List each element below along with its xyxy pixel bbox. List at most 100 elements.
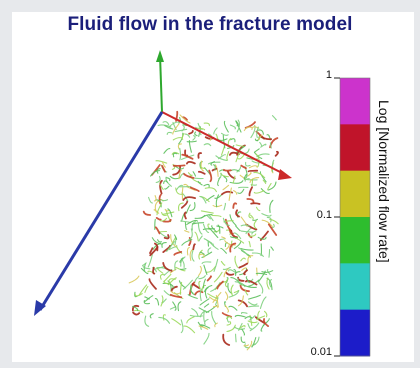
fracture-segment xyxy=(211,225,218,233)
fracture-segment xyxy=(211,310,217,325)
fracture-segment xyxy=(177,143,182,150)
fracture-segment xyxy=(182,279,193,290)
fracture-segment xyxy=(213,271,223,283)
fracture-segment xyxy=(217,154,226,160)
fracture-segment xyxy=(156,168,161,174)
fracture-segment xyxy=(162,262,173,272)
fracture-segment xyxy=(243,284,257,289)
fracture-segment xyxy=(245,227,253,235)
fracture-segment xyxy=(252,336,260,347)
fracture-segment xyxy=(244,343,250,349)
fracture-segment xyxy=(215,194,220,208)
fracture-segment xyxy=(249,322,260,332)
fracture-segment xyxy=(245,279,258,286)
fracture-segment xyxy=(185,204,191,214)
fracture-segment xyxy=(249,315,256,321)
fracture-segment xyxy=(224,304,229,313)
fracture-segment xyxy=(183,325,196,334)
fracture-segment xyxy=(248,279,260,287)
fracture-segment xyxy=(248,305,260,308)
fracture-segment xyxy=(240,257,246,262)
fracture-segment xyxy=(154,298,160,306)
fracture-segment xyxy=(170,290,182,295)
fracture-segment xyxy=(207,161,221,165)
fracture-segment xyxy=(198,307,210,313)
fracture-segment xyxy=(236,119,241,133)
fracture-segment xyxy=(172,165,182,176)
fracture-segment xyxy=(257,129,264,135)
fracture-segment xyxy=(155,199,162,208)
fracture-segment xyxy=(178,169,182,180)
fracture-segment xyxy=(246,198,255,204)
depth-axis xyxy=(38,111,164,311)
fracture-segment xyxy=(178,280,187,289)
fracture-segment xyxy=(214,164,219,177)
fracture-segment xyxy=(154,226,161,235)
fracture-segment xyxy=(226,324,236,333)
fracture-segment xyxy=(230,236,239,239)
fracture-segment xyxy=(188,228,193,241)
colorbar-tick-0-1: 0.1 xyxy=(316,209,332,221)
fracture-segment xyxy=(206,239,213,245)
fracture-segment xyxy=(207,293,219,300)
fracture-segment xyxy=(186,246,190,256)
fracture-segment xyxy=(215,155,228,162)
fracture-segment xyxy=(181,153,194,160)
fracture-segment xyxy=(229,180,244,184)
fracture-segment xyxy=(172,137,184,141)
fracture-segment xyxy=(153,195,157,202)
fracture-segment xyxy=(171,151,180,155)
fracture-segment xyxy=(222,184,230,191)
fracture-segment xyxy=(240,164,247,170)
fracture-segment xyxy=(166,131,173,135)
fracture-segment xyxy=(237,276,245,282)
horizontal-axis-arrowhead xyxy=(278,169,292,180)
fracture-segment xyxy=(243,126,253,132)
fracture-segment xyxy=(269,218,279,225)
fracture-segment xyxy=(197,152,202,159)
fracture-segment xyxy=(230,230,238,239)
fracture-segment xyxy=(228,269,236,273)
fracture-segment xyxy=(224,291,229,301)
fracture-segment xyxy=(222,333,231,346)
fracture-segment xyxy=(156,202,163,216)
fracture-segment xyxy=(236,145,246,153)
fracture-segment xyxy=(179,257,184,263)
fracture-segment xyxy=(228,289,240,298)
fracture-segment xyxy=(214,322,218,328)
fracture-segment xyxy=(248,212,252,219)
fracture-segment xyxy=(162,314,166,321)
fracture-segment xyxy=(271,159,275,173)
fracture-segment xyxy=(177,301,182,312)
fracture-segment xyxy=(237,277,244,286)
fracture-segment xyxy=(199,195,207,204)
fracture-segment xyxy=(208,169,213,183)
fracture-segment xyxy=(235,144,245,147)
fracture-segment xyxy=(234,314,246,318)
fracture-segment xyxy=(147,254,153,268)
fracture-segment xyxy=(202,228,216,231)
fracture-segment xyxy=(162,161,166,168)
fracture-segment xyxy=(159,183,164,191)
fracture-segment xyxy=(248,186,253,197)
fracture-segment xyxy=(240,336,246,343)
fracture-segment xyxy=(244,177,250,182)
fracture-segment xyxy=(271,115,277,121)
fracture-segment xyxy=(228,187,232,202)
fracture-segment xyxy=(268,181,277,191)
colorbar-segment xyxy=(340,309,370,357)
fracture-segment xyxy=(260,143,267,148)
fracture-segment xyxy=(163,147,171,154)
fracture-segment xyxy=(180,319,184,334)
fracture-segment xyxy=(188,139,192,153)
fracture-segment xyxy=(231,240,233,248)
fracture-segment xyxy=(239,325,246,329)
fracture-segment xyxy=(202,278,206,289)
figure-title: Fluid flow in the fracture model xyxy=(67,14,353,35)
fracture-segment xyxy=(192,243,196,251)
fracture-segment xyxy=(156,267,164,274)
fracture-segment xyxy=(260,188,270,195)
fracture-segment xyxy=(209,227,219,239)
fracture-segment xyxy=(180,200,189,209)
